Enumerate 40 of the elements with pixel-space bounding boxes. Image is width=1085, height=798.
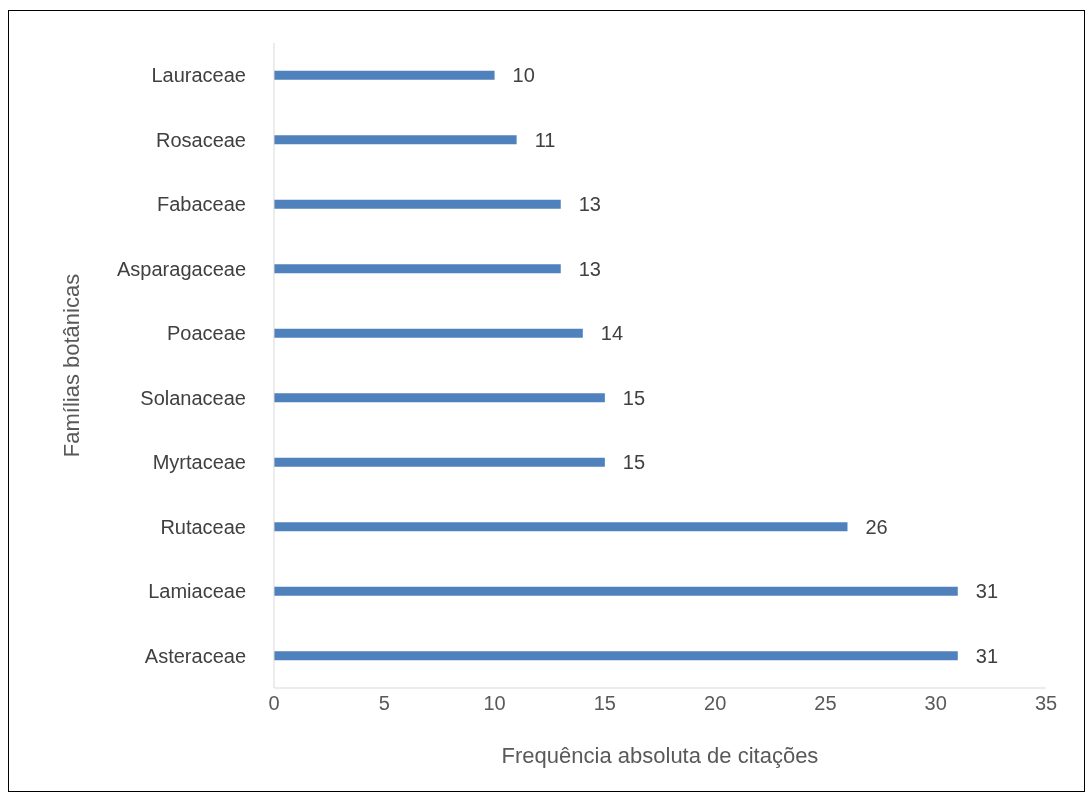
data-label: 10 (512, 64, 535, 87)
data-label: 15 (622, 386, 646, 409)
x-tick-label: 20 (704, 692, 727, 715)
y-tick-label: Asparagaceae (117, 257, 246, 280)
bar (274, 199, 561, 209)
y-axis-title: Famílias botânicas (58, 273, 84, 458)
bar (274, 328, 583, 338)
data-label: 11 (534, 128, 556, 151)
y-tick-label: Poaceae (167, 322, 246, 345)
bar (274, 393, 605, 403)
x-tick-label: 35 (1034, 692, 1058, 715)
bar (274, 522, 848, 532)
data-label: 26 (865, 515, 888, 538)
y-tick-label: Lamiaceae (148, 580, 246, 603)
bar (274, 264, 561, 274)
data-label: 15 (622, 451, 646, 474)
y-tick-label: Asteraceae (144, 644, 246, 667)
y-tick-label: Lauraceae (151, 64, 246, 87)
x-axis-title: Frequência absoluta de citações (501, 743, 819, 768)
x-tick-label: 30 (924, 692, 947, 715)
y-tick-label: Myrtaceae (152, 451, 246, 474)
x-tick-label: 25 (814, 692, 837, 715)
data-label: 31 (975, 580, 999, 603)
x-tick-label: 15 (593, 692, 616, 715)
y-tick-label: Rutaceae (160, 515, 246, 538)
y-tick-label: Solanaceae (140, 386, 246, 409)
bar (274, 457, 605, 467)
data-label: 14 (600, 322, 624, 345)
x-tick-label: 5 (378, 692, 390, 715)
data-label: 31 (975, 644, 999, 667)
bar (274, 70, 495, 80)
x-tick-label: 0 (268, 692, 280, 715)
bar (274, 586, 958, 596)
y-tick-label: Fabaceae (157, 193, 246, 216)
y-tick-label: Rosaceae (155, 128, 246, 151)
bar (274, 651, 958, 661)
x-tick-label: 10 (483, 692, 506, 715)
data-label: 13 (578, 257, 601, 280)
data-label: 13 (578, 193, 601, 216)
bar (274, 135, 517, 145)
